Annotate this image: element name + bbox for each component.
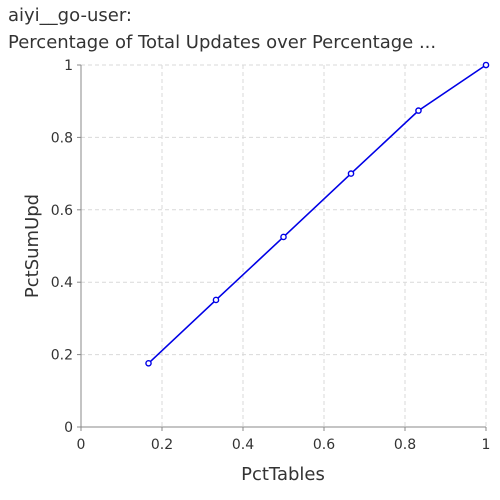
series	[145, 61, 490, 367]
y-tick-label: 0.4	[51, 275, 73, 291]
chart-title-line-1: aiyi__go-user:	[8, 5, 132, 26]
x-tick-label: 0	[77, 437, 86, 453]
y-tick-label: 1	[64, 58, 73, 74]
tick-labels: 0 0.2 0.4 0.6 0.8 1 0 0.2 0.4 0.6 0.8 1	[51, 58, 491, 453]
x-tick-label: 1	[482, 437, 491, 453]
data-point	[280, 233, 287, 241]
y-axis-label: PctSumUpd	[22, 194, 43, 298]
x-tick-label: 0.2	[151, 437, 173, 453]
y-tick-label: 0.6	[51, 203, 73, 219]
x-tick-label: 0.4	[232, 437, 254, 453]
y-tick-label: 0	[64, 420, 73, 436]
chart-title-line-2: Percentage of Total Updates over Percent…	[8, 32, 437, 53]
series-line	[147, 64, 487, 364]
y-tick-label: 0.8	[51, 130, 73, 146]
x-axis-label: PctTables	[241, 464, 325, 485]
axes	[77, 64, 487, 431]
data-point	[145, 359, 152, 367]
x-tick-label: 0.6	[313, 437, 335, 453]
data-point	[415, 107, 422, 114]
data-point	[347, 170, 355, 177]
y-tick-label: 0.2	[51, 348, 73, 364]
x-tick-label: 0.8	[394, 437, 416, 453]
gridlines	[81, 64, 487, 427]
data-point	[212, 296, 220, 304]
data-point	[482, 61, 490, 69]
